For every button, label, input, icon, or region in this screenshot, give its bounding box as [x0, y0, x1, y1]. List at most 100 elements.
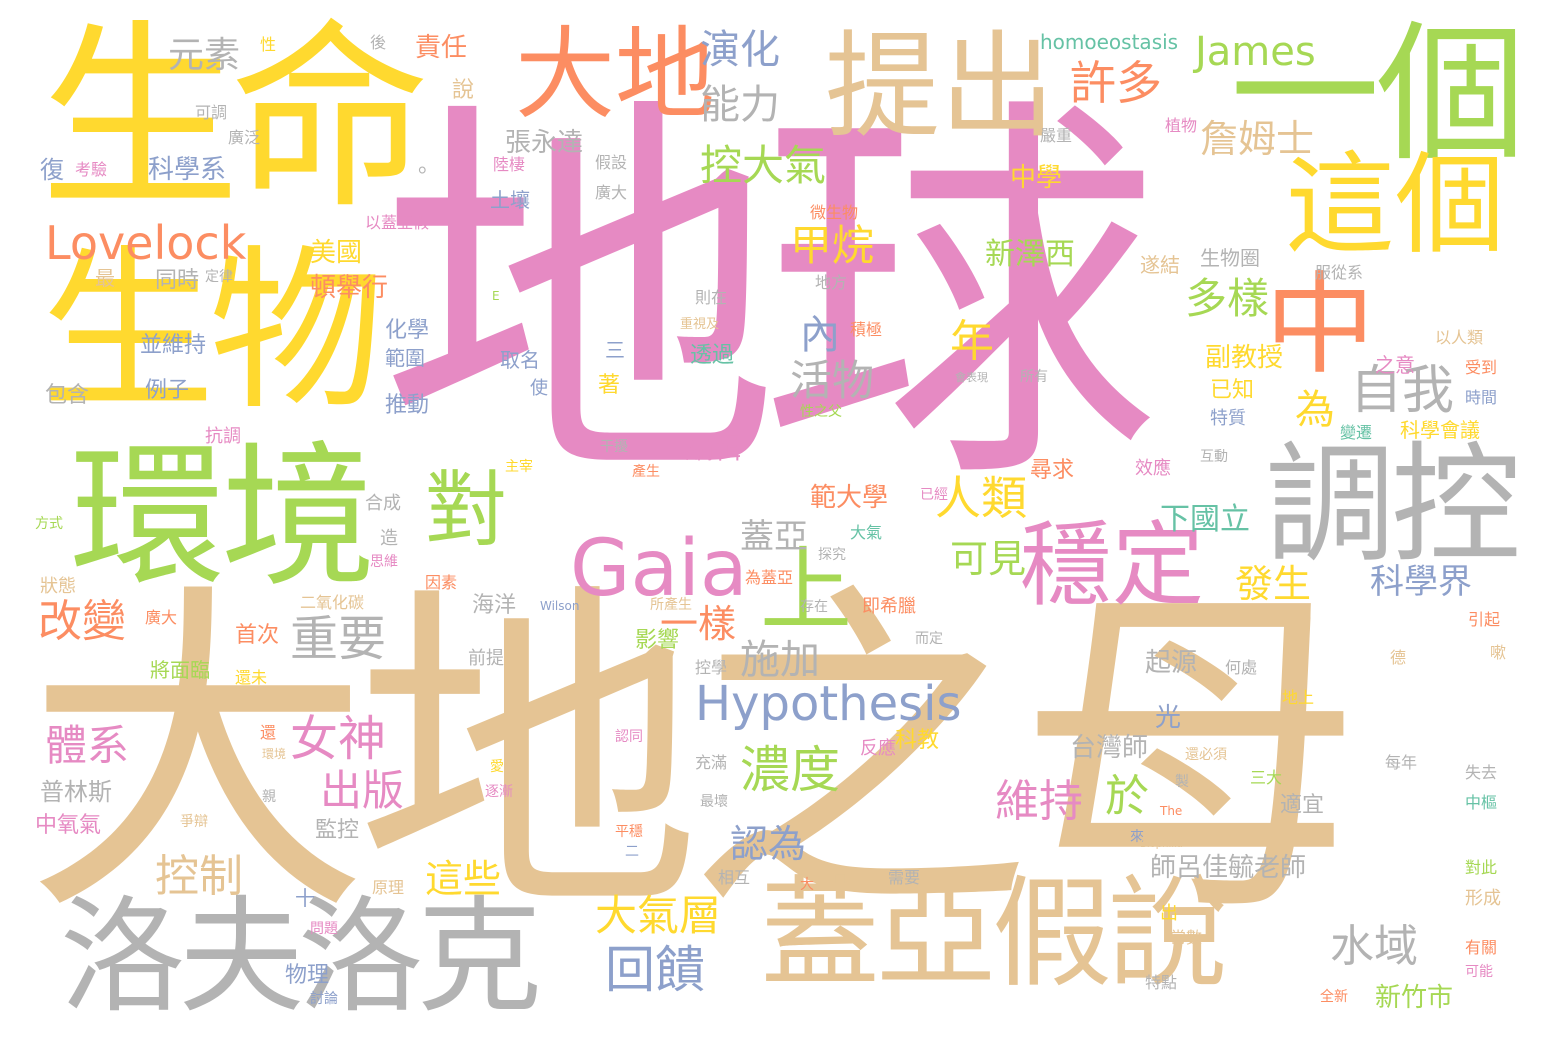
word-zhexie: 這些 — [425, 857, 502, 901]
word-lovelock: Lovelock — [45, 216, 247, 270]
word-suijie: 遂結 — [1140, 253, 1180, 277]
word-nei: 內 — [800, 312, 840, 358]
word-shijian: 時間 — [1465, 388, 1498, 407]
word-chu: 出 — [1160, 903, 1178, 924]
word-luqi: 陸棲 — [493, 155, 526, 174]
word-yuanli: 原理 — [372, 878, 405, 897]
word-gaibian: 改變 — [38, 596, 126, 647]
word-eryanghuatan: 二氧化碳 — [300, 593, 365, 612]
word-turang: 土壤 — [490, 188, 530, 212]
word-yigaiyajia: 以蓋亞假 — [365, 213, 430, 232]
word-guangda: 廣大 — [595, 183, 628, 202]
word-fucongxi: 服從系 — [1315, 263, 1364, 282]
word-duici: 對此 — [1465, 858, 1498, 877]
word-yingxiang: 影響 — [635, 628, 680, 653]
word-ketiao: 可調 — [195, 103, 228, 122]
word-shiqu: 失去 — [1465, 763, 1498, 782]
word-huowu: 活物 — [790, 356, 875, 405]
word-changshu: 常數 — [1170, 928, 1203, 947]
word-fanying: 反應 — [860, 738, 896, 759]
word-tixi: 體系 — [45, 721, 130, 770]
word-dui: 對 — [425, 463, 508, 558]
word-shang: 上 — [760, 537, 853, 644]
word-guangfan: 廣泛 — [228, 128, 261, 147]
word-de: 德 — [1390, 648, 1407, 667]
word-zhuangtai: 狀態 — [40, 576, 76, 597]
word-duoyang: 多樣 — [1185, 274, 1270, 323]
word-er: 二 — [625, 844, 639, 860]
word-xinzhushi: 新竹市 — [1375, 983, 1454, 1013]
word-xing: 性 — [260, 35, 277, 54]
word-zhanmushi: 詹姆士 — [1200, 117, 1315, 161]
word-tanjiu: 探究 — [818, 547, 846, 563]
word-quming: 取名 — [500, 348, 540, 372]
word-jiankong: 監控 — [315, 818, 360, 843]
word-cunzai: 存在 — [800, 599, 828, 615]
word-xianghu: 相互 — [718, 868, 751, 887]
word-xiaguoli: 下國立 — [1160, 502, 1250, 537]
word-weishengwu: 微生物 — [810, 203, 859, 222]
word-luofuluoke: 洛夫洛克 — [60, 885, 542, 1030]
word-youguan: 有關 — [1465, 938, 1498, 957]
word-zhongyao: 重要 — [290, 611, 387, 667]
word-the: The — [1160, 804, 1183, 818]
word-xingzhifu: 性之父 — [800, 404, 842, 420]
word-xunqiu: 尋求 — [1030, 458, 1075, 483]
word-e: E — [492, 289, 500, 303]
word-huanjing: 環境 — [70, 427, 376, 608]
word-weichi: 維持 — [995, 776, 1083, 827]
word-wending: 穩定 — [1020, 512, 1205, 619]
word-guang: 光 — [1155, 703, 1182, 733]
word-zhengbian: 爭辯 — [180, 814, 208, 830]
word-fanwei: 範圍 — [385, 346, 425, 370]
word-kexuejie: 科學界 — [1370, 562, 1472, 602]
word-kongzhi: 控制 — [155, 851, 243, 902]
word-zhongyangqi: 中氧氣 — [35, 813, 102, 838]
word-hou: 後 — [370, 33, 387, 52]
word-fandaxue: 範大學 — [810, 483, 889, 513]
word-shuo: 說 — [452, 78, 475, 103]
word-zhongshiji: 重視及 — [680, 317, 720, 332]
word-fujiaoshou: 副教授 — [1205, 343, 1284, 373]
word-fu: 復 — [40, 156, 64, 184]
word-xuyao: 需要 — [888, 868, 921, 887]
word-homoeostasis: homoeostasis — [1040, 30, 1179, 54]
word-xuduo: 許多 — [1070, 56, 1162, 110]
word-shengwu: 生物 — [40, 231, 384, 434]
word-guangda-2: 廣大 — [145, 608, 178, 627]
word-ganrao: 干擾 — [600, 439, 628, 455]
word-sanda: 三大 — [1250, 768, 1283, 787]
word-jiawan: 甲烷 — [790, 221, 875, 270]
word-zuihuai: 最壞 — [700, 794, 728, 810]
word-siwei: 思維 — [370, 554, 398, 570]
word-qin: 親 — [262, 789, 276, 805]
word-wilson: Wilson — [540, 599, 580, 613]
word-qianti: 前提 — [468, 648, 504, 669]
word-baohan: 包含 — [45, 383, 90, 408]
word-bianqian: 變遷 — [1340, 423, 1373, 442]
word-yizhi: 已知 — [1210, 378, 1255, 403]
word-shi-ten: 十 — [295, 886, 315, 910]
word-shoudao: 受到 — [1465, 358, 1498, 377]
word-zhu: 著 — [598, 373, 621, 398]
word-chansheng: 產生 — [632, 464, 660, 480]
word-wuli: 物理 — [285, 963, 330, 988]
word-taolun: 討論 — [310, 991, 338, 1007]
word-da: 大 — [800, 877, 814, 893]
word-dadi: 大地 — [515, 16, 715, 133]
word-qiyuan: 起源 — [1145, 648, 1198, 678]
word-yinsu: 因素 — [425, 573, 458, 592]
word-zhong: 中 — [1265, 261, 1375, 389]
word-kejiao: 科教 — [895, 728, 940, 753]
word-kongdaqi: 控大氣 — [700, 141, 827, 190]
word-wenti: 問題 — [310, 921, 338, 937]
word-yirenlei: 以人類 — [1435, 328, 1484, 347]
word-chuban: 出版 — [320, 766, 405, 815]
word-pingwen: 平穩 — [615, 824, 643, 840]
word-hechu: 何處 — [1225, 658, 1258, 677]
word-yanzhong: 嚴重 — [1040, 126, 1073, 145]
word-jiji: 積極 — [850, 320, 883, 339]
word-kangtiao: 抗調 — [205, 426, 241, 447]
word-taiwanshi: 台灣師 — [1070, 733, 1149, 763]
